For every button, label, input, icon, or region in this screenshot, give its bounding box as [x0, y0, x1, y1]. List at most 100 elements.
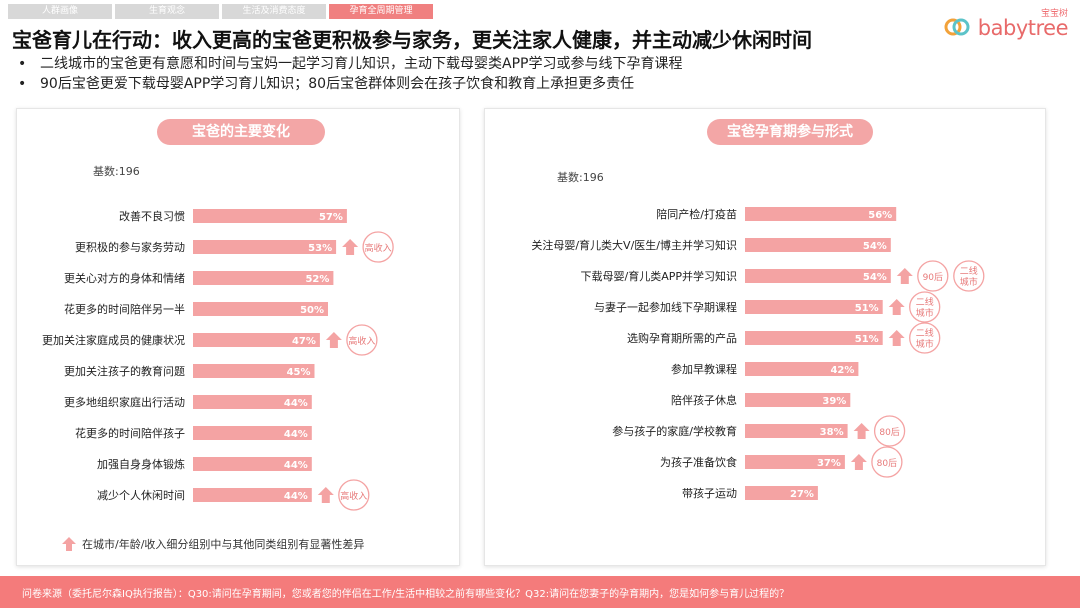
badge-label: 二线 [960, 265, 978, 277]
bullet-symbol: • [18, 56, 27, 72]
bar [745, 486, 818, 500]
category-label: 选购孕育期所需的产品 [627, 331, 737, 345]
category-label: 减少个人休闲时间 [97, 488, 185, 502]
right-chart-panel: 宝爸孕育期参与形式 基数:196 陪同产检/打疫苗 56% 关注母婴/育儿类大V/医… [484, 108, 1046, 566]
category-label: 加强自身身体锻炼 [97, 457, 185, 471]
summary-bullets: • 二线城市的宝爸更有意愿和时间与宝妈一起学习育儿知识，主动下载母婴类APP学习或… [18, 54, 682, 94]
up-arrow-icon [317, 487, 334, 503]
category-label: 参与孩子的家庭/学校教育 [612, 424, 737, 438]
badge-label: 90后 [923, 272, 943, 283]
bullet-symbol: • [18, 76, 27, 92]
badge-label: 城市 [916, 307, 934, 319]
significance-note: 在城市/年龄/收入细分组别中与其他同类组别有显著性差异 [62, 536, 364, 552]
source-footer: 问卷来源（委托尼尔森IQ执行报告）：Q30:请问在孕育期间，您或者您的伴侣在工作… [0, 576, 1080, 608]
value-label: 54% [863, 272, 887, 283]
left-bar-chart: 改善不良习惯 57% 更积极的参与家务劳动 53% 更关心对方的身体和情绪 52% 花更多的… [42, 209, 394, 511]
significance-note-text: 在城市/年龄/收入细分组别中与其他同类组别有显著性差异 [82, 538, 365, 551]
babytree-logo-icon [944, 18, 970, 36]
value-label: 44% [284, 398, 308, 409]
bar [745, 393, 851, 407]
tab-full-cycle[interactable]: 孕育全周期管理 [329, 4, 433, 19]
category-label: 带孩子运动 [682, 487, 737, 500]
badge-label: 80后 [877, 458, 897, 469]
up-arrow-icon [888, 299, 905, 315]
badge-circle [909, 322, 941, 354]
badge-circle [917, 260, 949, 292]
badge-circle [873, 415, 906, 447]
category-label: 更加关注孩子的教育问题 [64, 364, 185, 378]
up-arrow-icon [325, 332, 342, 348]
left-base-label: 基数:196 [93, 165, 140, 178]
value-label: 44% [284, 460, 308, 471]
category-label: 改善不良习惯 [119, 209, 185, 223]
badge-label: 80后 [879, 427, 899, 438]
value-label: 54% [863, 241, 887, 252]
bar [193, 457, 312, 471]
category-label: 花更多的时间陪伴孩子 [75, 426, 185, 440]
bar [193, 302, 328, 316]
bullet-item: • 90后宝爸更爱下载母婴APP学习育儿知识；80后宝爸群体则会在孩子饮食和教育上… [18, 76, 635, 92]
badge-label: 高收入 [348, 335, 375, 347]
badge-label: 高收入 [340, 490, 367, 502]
source-footer-text: 问卷来源（委托尼尔森IQ执行报告）：Q30:请问在孕育期间，您或者您的伴侣在工作… [22, 589, 790, 600]
badge-circle [362, 231, 394, 263]
badge-label: 城市 [960, 276, 978, 288]
tab-crowd-profile[interactable]: 人群画像 [8, 4, 112, 19]
right-chart-title: 宝爸孕育期参与形式 [707, 119, 873, 145]
badge-label: 二线 [916, 296, 934, 308]
category-label: 更加关注家庭成员的健康状况 [42, 333, 185, 347]
badge-circle [953, 260, 985, 292]
bar [193, 395, 312, 409]
bar [193, 426, 312, 440]
bar [745, 424, 848, 438]
value-label: 44% [284, 429, 308, 440]
badge-label: 二线 [916, 327, 934, 339]
left-chart-title: 宝爸的主要变化 [157, 119, 325, 145]
value-label: 53% [308, 243, 332, 254]
right-base-label: 基数:196 [557, 171, 604, 184]
up-arrow-icon [896, 268, 913, 284]
bar [745, 207, 897, 221]
category-label: 与妻子一起参加线下孕期课程 [594, 300, 737, 314]
bar [193, 333, 320, 347]
value-label: 44% [284, 491, 308, 502]
up-arrow-icon [853, 423, 870, 439]
badge-circle [871, 446, 903, 478]
logo-brand-cn: 宝宝树 [1040, 9, 1068, 19]
up-arrow-icon [342, 239, 359, 255]
badge-label: 城市 [916, 338, 934, 350]
value-label: 57% [319, 212, 343, 223]
badge-circle [338, 479, 370, 511]
value-label: 38% [820, 427, 844, 438]
category-label: 陪伴孩子休息 [671, 393, 737, 407]
bullet-item: • 二线城市的宝爸更有意愿和时间与宝妈一起学习育儿知识，主动下载母婴类APP学习或… [18, 56, 683, 72]
value-label: 51% [855, 334, 879, 345]
bar [193, 488, 312, 502]
babytree-logo: 宝宝树 babytree [942, 4, 1072, 40]
value-label: 50% [300, 305, 324, 316]
bar [745, 238, 891, 252]
bar [193, 240, 337, 254]
value-label: 51% [855, 303, 879, 314]
up-arrow-icon [850, 454, 867, 470]
value-label: 47% [292, 336, 316, 347]
up-arrow-icon [888, 330, 905, 346]
right-bar-chart: 陪同产检/打疫苗 56% 关注母婴/育儿类大V/医生/博主并学习知识 54% 下载母婴/… [531, 207, 985, 500]
badge-circle [346, 324, 378, 356]
up-arrow-icon [62, 537, 76, 551]
category-label: 为孩子准备饮食 [660, 455, 737, 469]
category-label: 关注母婴/育儿类大V/医生/博主并学习知识 [531, 238, 737, 252]
bar [745, 455, 845, 469]
category-label: 更关心对方的身体和情绪 [64, 271, 185, 285]
tab-life-consumption[interactable]: 生活及消费态度 [222, 4, 326, 19]
value-label: 56% [868, 210, 892, 221]
tab-fertility-views[interactable]: 生育观念 [115, 4, 219, 19]
value-label: 37% [817, 458, 841, 469]
bar [193, 271, 334, 285]
top-tabs: 人群画像 生育观念 生活及消费态度 孕育全周期管理 [8, 4, 433, 19]
category-label: 更多地组织家庭出行活动 [64, 395, 185, 409]
page-title: 宝爸育儿在行动：收入更高的宝爸更积极参与家务，更关注家人健康，并主动减少休闲时间 [12, 28, 812, 52]
value-label: 52% [305, 274, 329, 285]
badge-circle [909, 291, 941, 323]
bar [745, 331, 883, 345]
